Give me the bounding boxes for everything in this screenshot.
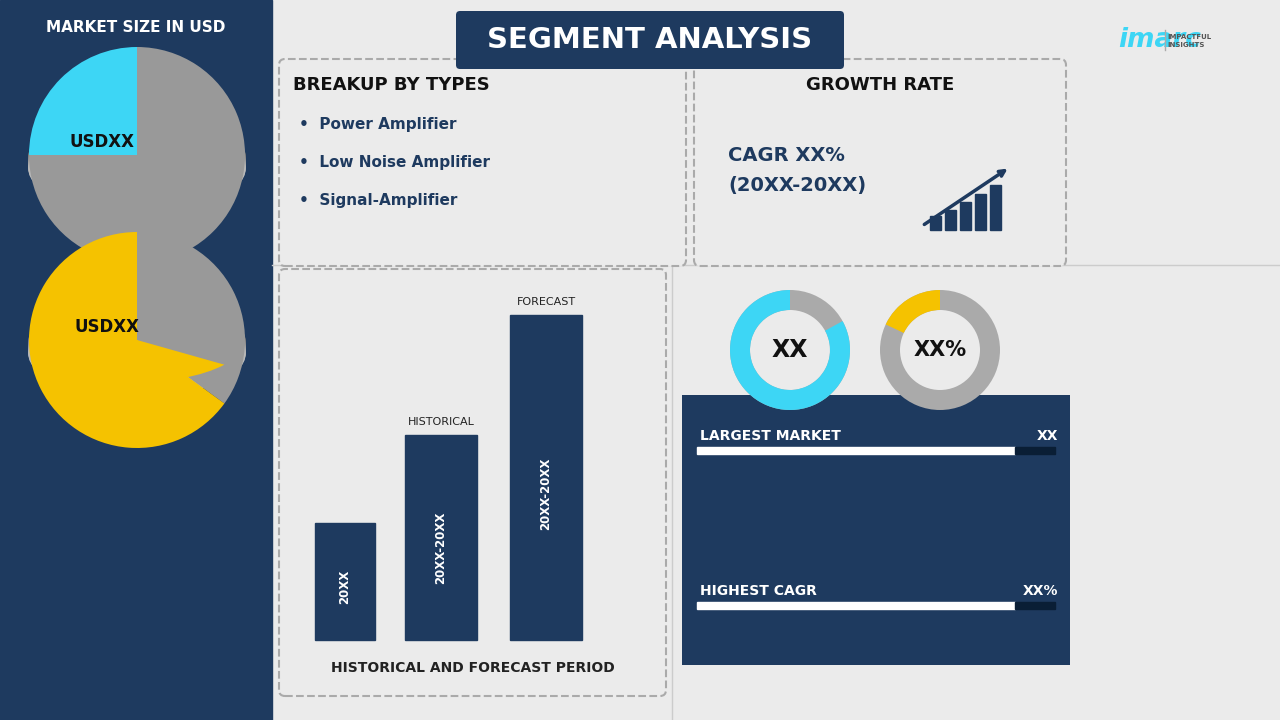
Ellipse shape [29, 307, 244, 391]
Bar [0, 0, 273, 720]
Ellipse shape [29, 310, 244, 394]
Wedge shape [730, 290, 850, 410]
Text: FORECAST: FORECAST [516, 297, 576, 307]
Ellipse shape [29, 120, 244, 204]
Ellipse shape [29, 306, 244, 390]
Wedge shape [29, 232, 224, 448]
Text: XX: XX [772, 338, 808, 362]
Ellipse shape [29, 116, 244, 200]
Bar [960, 202, 972, 230]
Bar [975, 194, 986, 230]
Ellipse shape [29, 117, 244, 201]
Wedge shape [29, 47, 244, 263]
Ellipse shape [29, 118, 244, 202]
Text: imarc: imarc [1117, 27, 1201, 53]
Wedge shape [29, 47, 137, 155]
Ellipse shape [29, 124, 244, 208]
FancyBboxPatch shape [694, 59, 1066, 266]
Wedge shape [29, 298, 224, 382]
Bar [931, 216, 941, 230]
Text: FORECAST: FORECAST [87, 394, 186, 412]
Bar [698, 447, 1015, 454]
Text: BREAKUP BY TYPES: BREAKUP BY TYPES [293, 76, 490, 94]
Text: HIGHEST CAGR: HIGHEST CAGR [700, 584, 817, 598]
Ellipse shape [29, 302, 244, 386]
Ellipse shape [29, 305, 244, 389]
Ellipse shape [29, 115, 244, 199]
Text: HISTORICAL: HISTORICAL [407, 418, 475, 427]
Ellipse shape [29, 304, 244, 388]
Text: LARGEST MARKET: LARGEST MARKET [700, 429, 841, 443]
Text: USDXX: USDXX [69, 133, 134, 151]
Text: 20XX: 20XX [338, 570, 352, 605]
Wedge shape [881, 290, 1000, 410]
Text: INSIGHTS: INSIGHTS [1167, 42, 1204, 48]
Text: MARKET SIZE IN USD: MARKET SIZE IN USD [46, 19, 225, 35]
FancyBboxPatch shape [682, 395, 1070, 665]
Text: GROWTH RATE: GROWTH RATE [806, 76, 954, 94]
Ellipse shape [29, 119, 244, 203]
Text: USDXX: USDXX [74, 318, 140, 336]
FancyBboxPatch shape [279, 59, 686, 266]
Text: •  Power Amplifier: • Power Amplifier [300, 117, 457, 132]
Bar [1015, 447, 1055, 454]
Wedge shape [29, 113, 244, 197]
Wedge shape [137, 232, 244, 403]
Text: XX: XX [1037, 429, 1059, 443]
Ellipse shape [29, 114, 244, 198]
Bar [404, 436, 477, 640]
Text: CURRENT: CURRENT [92, 209, 180, 227]
Text: XX%: XX% [1023, 584, 1059, 598]
Text: •  Low Noise Amplifier: • Low Noise Amplifier [300, 156, 490, 171]
Ellipse shape [29, 309, 244, 393]
Bar [509, 315, 582, 640]
Wedge shape [730, 290, 850, 410]
Bar [989, 185, 1001, 230]
Text: 20XX-20XX: 20XX-20XX [539, 458, 553, 530]
Text: HISTORICAL AND FORECAST PERIOD: HISTORICAL AND FORECAST PERIOD [330, 661, 614, 675]
Bar [315, 523, 375, 640]
Bar [945, 210, 956, 230]
Ellipse shape [29, 312, 244, 396]
Ellipse shape [29, 121, 244, 205]
Text: CAGR XX%
(20XX-20XX): CAGR XX% (20XX-20XX) [728, 146, 867, 194]
Ellipse shape [29, 123, 244, 207]
Bar [698, 602, 1015, 609]
Ellipse shape [29, 301, 244, 385]
Wedge shape [886, 290, 940, 333]
Ellipse shape [29, 311, 244, 395]
Text: XX%: XX% [914, 340, 966, 360]
Text: 20XX-20XX: 20XX-20XX [434, 512, 448, 584]
Ellipse shape [29, 126, 244, 210]
Text: IMPACTFUL: IMPACTFUL [1167, 34, 1211, 40]
FancyBboxPatch shape [456, 11, 844, 69]
Wedge shape [137, 298, 244, 365]
Ellipse shape [29, 127, 244, 211]
Bar [1015, 602, 1055, 609]
Ellipse shape [29, 299, 244, 383]
Text: •  Signal-Amplifier: • Signal-Amplifier [300, 194, 457, 209]
Wedge shape [29, 113, 137, 155]
Ellipse shape [29, 300, 244, 384]
Ellipse shape [29, 303, 244, 387]
FancyBboxPatch shape [279, 269, 666, 696]
Ellipse shape [29, 125, 244, 209]
Ellipse shape [29, 122, 244, 206]
Text: SEGMENT ANALYSIS: SEGMENT ANALYSIS [488, 26, 813, 54]
Ellipse shape [29, 308, 244, 392]
